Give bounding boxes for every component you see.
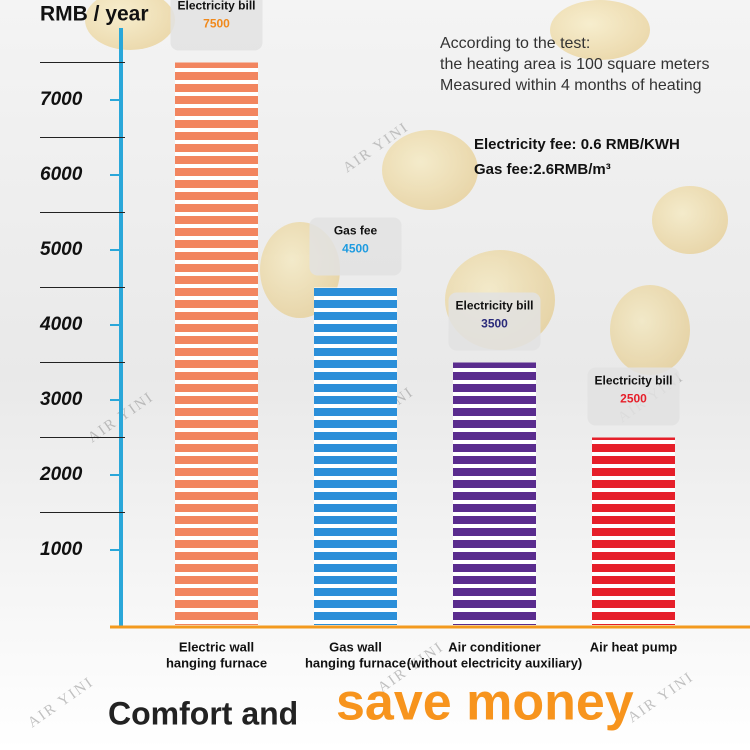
y-tick-label: 4000 (39, 314, 83, 335)
x-tick-label: Electric wall (179, 639, 254, 654)
label-box (448, 292, 541, 351)
value-label: 2500 (620, 392, 647, 406)
y-tick-label: 5000 (40, 239, 83, 260)
x-tick-label: hanging furnace (305, 655, 406, 670)
axis-title: RMB / year (40, 3, 149, 26)
x-tick-label: Air conditioner (448, 639, 540, 654)
y-tick-label: 3000 (40, 389, 83, 410)
bar-label: Electricity bill (594, 374, 672, 388)
value-label: 7500 (203, 17, 230, 31)
note: the heating area is 100 square meters (440, 56, 710, 73)
note: According to the test: (440, 35, 590, 52)
fee: Electricity fee: 0.6 RMB/KWH (474, 136, 680, 153)
label-box (170, 0, 263, 51)
y-tick-label: 2000 (39, 464, 83, 485)
bar-stripes (175, 62, 258, 625)
bar-label: Electricity bill (177, 0, 255, 13)
y-tick-label: 1000 (40, 539, 83, 560)
y-tick-label: 7000 (40, 89, 83, 110)
x-tick-label: Gas wall (329, 639, 382, 654)
y-tick-label: 6000 (40, 164, 83, 185)
value-label: 4500 (342, 242, 369, 256)
value-label: 3500 (481, 317, 508, 331)
x-tick-label: hanging furnace (166, 655, 267, 670)
fee: Gas fee:2.6RMB/m³ (474, 161, 611, 178)
bar-stripes (453, 362, 536, 625)
tagline: Comfort and (108, 695, 298, 731)
tagline-highlight: save money (336, 674, 634, 732)
label-box (587, 367, 680, 426)
bar-label: Gas fee (334, 224, 378, 238)
bar-label: Electricity bill (455, 299, 533, 313)
label-box (309, 217, 402, 276)
note: Measured within 4 months of heating (440, 77, 701, 94)
bar-stripes (314, 287, 397, 625)
x-tick-label: Air heat pump (590, 639, 677, 654)
x-tick-label: (without electricity auxiliary) (407, 655, 583, 670)
bar-stripes (592, 437, 675, 625)
